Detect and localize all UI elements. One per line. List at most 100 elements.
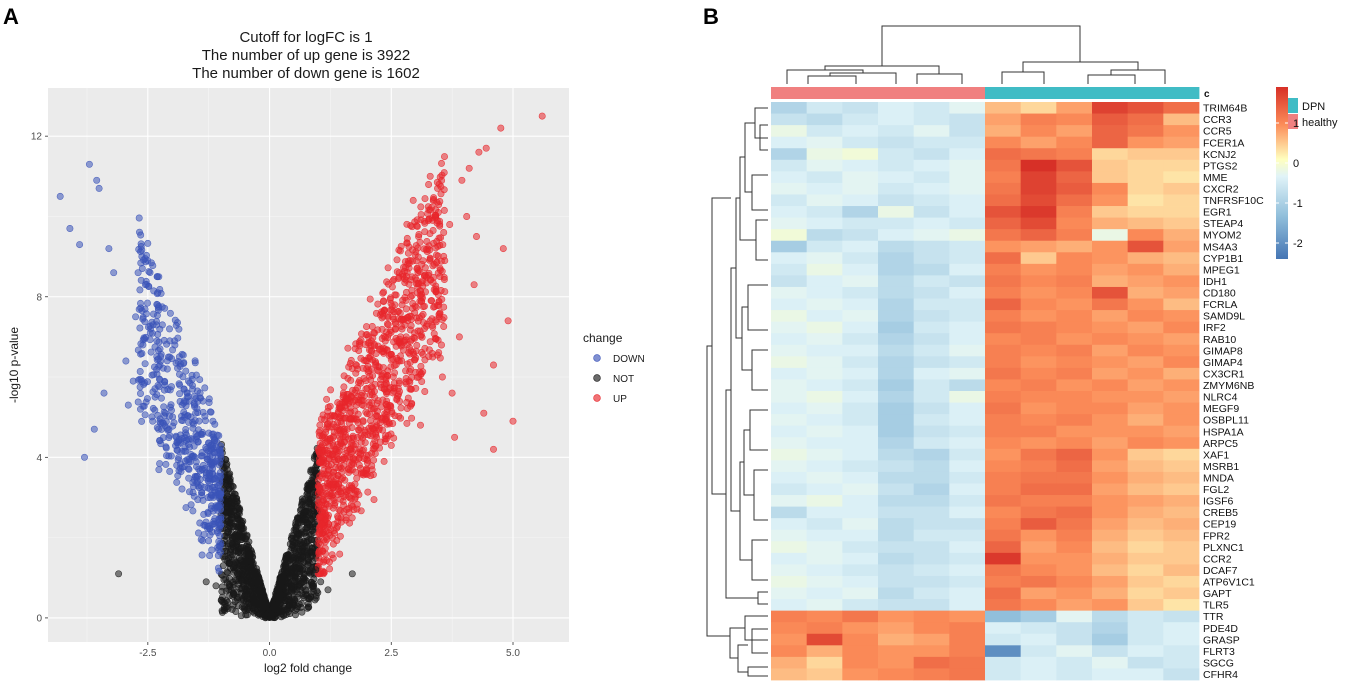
heatmap-cell	[878, 518, 915, 531]
gene-label: TRIM64B	[1203, 103, 1247, 115]
heatmap-cell	[771, 159, 808, 172]
heatmap-cell	[1163, 645, 1200, 658]
point-down	[187, 501, 195, 509]
point-up	[320, 467, 328, 475]
point-down	[155, 466, 163, 474]
heatmap-cell	[771, 552, 808, 565]
point-up	[384, 431, 392, 439]
point-up	[429, 227, 437, 234]
heatmap-cell	[1092, 622, 1129, 635]
point-up	[325, 521, 333, 529]
heatmap-cell	[1092, 344, 1129, 357]
heatmap-cell	[771, 344, 808, 357]
heatmap-cell	[949, 275, 986, 288]
point-not	[224, 540, 232, 548]
heatmap-cell	[1056, 275, 1093, 288]
point-down	[129, 377, 137, 385]
point-up	[326, 490, 334, 498]
heatmap-cell	[771, 518, 808, 531]
heatmap-cell	[1127, 448, 1164, 461]
point-down	[166, 467, 174, 475]
point-down	[204, 477, 212, 485]
point-up	[438, 341, 445, 349]
colorbar-tick-label: -1	[1293, 198, 1303, 210]
heatmap-cell	[878, 495, 915, 507]
heatmap-cell	[806, 206, 843, 218]
gene-label: NLRC4	[1203, 392, 1238, 404]
heatmap-cell	[985, 495, 1022, 507]
point-down	[165, 412, 173, 420]
point-up	[380, 307, 388, 315]
point-down	[144, 378, 151, 386]
gene-label: MS4A3	[1203, 241, 1238, 253]
point-down	[150, 310, 157, 318]
heatmap-cell	[1163, 471, 1200, 484]
heatmap-cell	[806, 148, 843, 161]
heatmap-cell	[913, 575, 950, 588]
point-up	[367, 376, 375, 384]
heatmap-cell	[913, 148, 950, 161]
point-down	[181, 411, 189, 419]
point-up	[341, 431, 349, 439]
gene-label: GIMAP4	[1203, 357, 1243, 369]
point-not	[294, 519, 302, 527]
point-down	[194, 387, 201, 395]
point-down	[105, 245, 113, 253]
row-dendrogram	[706, 107, 768, 677]
point-not	[245, 544, 253, 552]
point-up	[369, 425, 377, 433]
point-up	[377, 345, 385, 353]
heatmap-cell	[913, 344, 950, 357]
heatmap-cell	[1163, 391, 1200, 403]
point-up	[358, 330, 365, 338]
point-up	[438, 373, 446, 381]
heatmap-cell	[949, 622, 986, 635]
heatmap-cell	[806, 391, 843, 403]
heatmap-cell	[985, 240, 1022, 253]
heatmap-cell	[913, 194, 950, 207]
heatmap-cell	[1020, 379, 1057, 392]
heatmap-cell	[913, 286, 950, 299]
point-up	[391, 325, 399, 333]
heatmap-cell	[1056, 102, 1093, 114]
annotation-cell-dpn	[1092, 87, 1129, 99]
heatmap-cell	[949, 240, 986, 253]
point-up	[398, 325, 406, 333]
heatmap-cell	[878, 194, 915, 207]
point-not	[304, 485, 311, 493]
heatmap-cell	[913, 483, 950, 496]
heatmap-cell	[806, 194, 843, 207]
point-down	[155, 338, 163, 346]
point-up	[345, 363, 353, 371]
point-down	[154, 289, 162, 297]
heatmap-cell	[771, 529, 808, 542]
gene-label: MSRB1	[1203, 461, 1239, 473]
heatmap-cell	[1056, 113, 1093, 126]
heatmap-cell	[771, 633, 808, 646]
heatmap-cell	[1092, 414, 1129, 427]
heatmap-cell	[842, 217, 879, 230]
point-up	[370, 342, 378, 350]
point-down	[156, 460, 164, 468]
point-up	[403, 419, 411, 427]
point-up	[366, 355, 374, 362]
point-not	[304, 555, 312, 563]
point-up	[357, 432, 365, 440]
heatmap-cell	[913, 633, 950, 646]
point-up	[380, 457, 388, 465]
heatmap-cell	[1056, 240, 1093, 253]
heatmap-cell	[842, 252, 879, 265]
point-up	[387, 403, 395, 411]
point-up	[425, 242, 433, 250]
point-up	[348, 424, 356, 432]
heatmap-cell	[878, 113, 915, 126]
point-not	[245, 600, 253, 608]
point-down	[186, 443, 194, 451]
annotation-cell-dpn	[1020, 87, 1057, 99]
heatmap-cell	[1127, 414, 1164, 427]
point-not	[228, 482, 236, 490]
point-down	[180, 385, 188, 393]
heatmap-cell	[1056, 182, 1093, 195]
point-up	[315, 428, 323, 436]
point-not	[245, 568, 252, 576]
